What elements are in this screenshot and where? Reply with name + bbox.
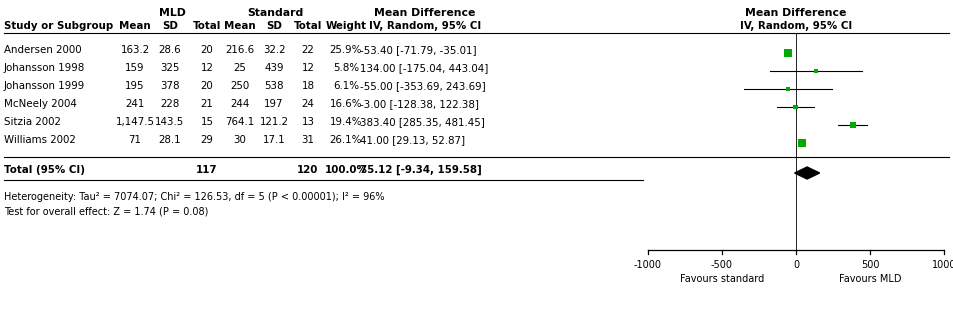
Text: 30: 30 xyxy=(233,135,246,145)
Text: 325: 325 xyxy=(160,63,179,73)
Text: Mean Difference: Mean Difference xyxy=(744,8,846,18)
Text: Sitzia 2002: Sitzia 2002 xyxy=(4,117,61,127)
Text: Standard: Standard xyxy=(247,8,303,18)
Text: 26.1%: 26.1% xyxy=(330,135,362,145)
Text: IV, Random, 95% CI: IV, Random, 95% CI xyxy=(369,21,480,31)
Text: 195: 195 xyxy=(125,81,145,91)
Polygon shape xyxy=(794,167,819,179)
Text: 31: 31 xyxy=(301,135,314,145)
Text: SD: SD xyxy=(162,21,178,31)
Text: 13: 13 xyxy=(301,117,314,127)
Text: 1000: 1000 xyxy=(931,260,953,270)
Text: 41.00 [29.13, 52.87]: 41.00 [29.13, 52.87] xyxy=(359,135,465,145)
Text: 244: 244 xyxy=(230,99,250,109)
Text: 17.1: 17.1 xyxy=(262,135,285,145)
Text: 5.8%: 5.8% xyxy=(333,63,358,73)
Text: 28.1: 28.1 xyxy=(158,135,181,145)
Text: 71: 71 xyxy=(129,135,141,145)
Text: McNeely 2004: McNeely 2004 xyxy=(4,99,77,109)
Text: 143.5: 143.5 xyxy=(155,117,185,127)
Text: 21: 21 xyxy=(200,99,213,109)
Text: 29: 29 xyxy=(200,135,213,145)
Text: 250: 250 xyxy=(230,81,250,91)
Text: 134.00 [-175.04, 443.04]: 134.00 [-175.04, 443.04] xyxy=(359,63,488,73)
Text: Total (95% CI): Total (95% CI) xyxy=(4,165,85,175)
Text: 764.1: 764.1 xyxy=(225,117,254,127)
Bar xyxy=(792,105,798,110)
Text: 28.6: 28.6 xyxy=(158,45,181,55)
Text: Weight: Weight xyxy=(325,21,366,31)
Text: 32.2: 32.2 xyxy=(262,45,285,55)
Text: Favours standard: Favours standard xyxy=(679,274,763,284)
Text: 163.2: 163.2 xyxy=(120,45,150,55)
Text: 100.0%: 100.0% xyxy=(324,165,367,175)
Text: Mean: Mean xyxy=(224,21,255,31)
Text: Williams 2002: Williams 2002 xyxy=(4,135,75,145)
Text: 121.2: 121.2 xyxy=(259,117,288,127)
Text: 241: 241 xyxy=(125,99,145,109)
Text: 159: 159 xyxy=(125,63,145,73)
Text: 19.4%: 19.4% xyxy=(330,117,362,127)
Text: -3.00 [-128.38, 122.38]: -3.00 [-128.38, 122.38] xyxy=(359,99,478,109)
Text: 25.9%: 25.9% xyxy=(330,45,362,55)
Bar xyxy=(798,139,805,147)
Text: 117: 117 xyxy=(196,165,217,175)
Text: MLD: MLD xyxy=(158,8,185,18)
Bar xyxy=(785,87,789,91)
Text: Study or Subgroup: Study or Subgroup xyxy=(4,21,113,31)
Text: Mean Difference: Mean Difference xyxy=(374,8,476,18)
Text: 22: 22 xyxy=(301,45,314,55)
Text: 6.1%: 6.1% xyxy=(333,81,358,91)
Text: 0: 0 xyxy=(792,260,799,270)
Text: 20: 20 xyxy=(200,81,213,91)
Text: 16.6%: 16.6% xyxy=(330,99,362,109)
Bar xyxy=(849,122,855,128)
Text: SD: SD xyxy=(266,21,282,31)
Text: -500: -500 xyxy=(710,260,732,270)
Text: 120: 120 xyxy=(297,165,318,175)
Text: Test for overall effect: Z = 1.74 (P = 0.08): Test for overall effect: Z = 1.74 (P = 0… xyxy=(4,206,208,216)
Text: Total: Total xyxy=(193,21,221,31)
Text: Heterogeneity: Tau² = 7074.07; Chi² = 126.53, df = 5 (P < 0.00001); I² = 96%: Heterogeneity: Tau² = 7074.07; Chi² = 12… xyxy=(4,192,384,202)
Text: 383.40 [285.35, 481.45]: 383.40 [285.35, 481.45] xyxy=(359,117,484,127)
Text: Andersen 2000: Andersen 2000 xyxy=(4,45,82,55)
Text: 15: 15 xyxy=(200,117,213,127)
Text: IV, Random, 95% CI: IV, Random, 95% CI xyxy=(740,21,851,31)
Text: 500: 500 xyxy=(860,260,879,270)
Bar xyxy=(783,49,791,57)
Bar xyxy=(813,69,817,73)
Text: Johansson 1998: Johansson 1998 xyxy=(4,63,85,73)
Text: Total: Total xyxy=(294,21,322,31)
Text: Favours MLD: Favours MLD xyxy=(838,274,901,284)
Text: Mean: Mean xyxy=(119,21,151,31)
Text: -1000: -1000 xyxy=(634,260,661,270)
Text: 75.12 [-9.34, 159.58]: 75.12 [-9.34, 159.58] xyxy=(359,165,481,175)
Text: 18: 18 xyxy=(301,81,314,91)
Text: 24: 24 xyxy=(301,99,314,109)
Text: 538: 538 xyxy=(264,81,283,91)
Text: 1,147.5: 1,147.5 xyxy=(115,117,154,127)
Text: 25: 25 xyxy=(233,63,246,73)
Text: 216.6: 216.6 xyxy=(225,45,254,55)
Text: 12: 12 xyxy=(200,63,213,73)
Text: Johansson 1999: Johansson 1999 xyxy=(4,81,85,91)
Text: -53.40 [-71.79, -35.01]: -53.40 [-71.79, -35.01] xyxy=(359,45,476,55)
Text: 439: 439 xyxy=(264,63,283,73)
Text: 228: 228 xyxy=(160,99,179,109)
Text: -55.00 [-353.69, 243.69]: -55.00 [-353.69, 243.69] xyxy=(359,81,485,91)
Text: 12: 12 xyxy=(301,63,314,73)
Text: 197: 197 xyxy=(264,99,283,109)
Text: 20: 20 xyxy=(200,45,213,55)
Text: 378: 378 xyxy=(160,81,179,91)
